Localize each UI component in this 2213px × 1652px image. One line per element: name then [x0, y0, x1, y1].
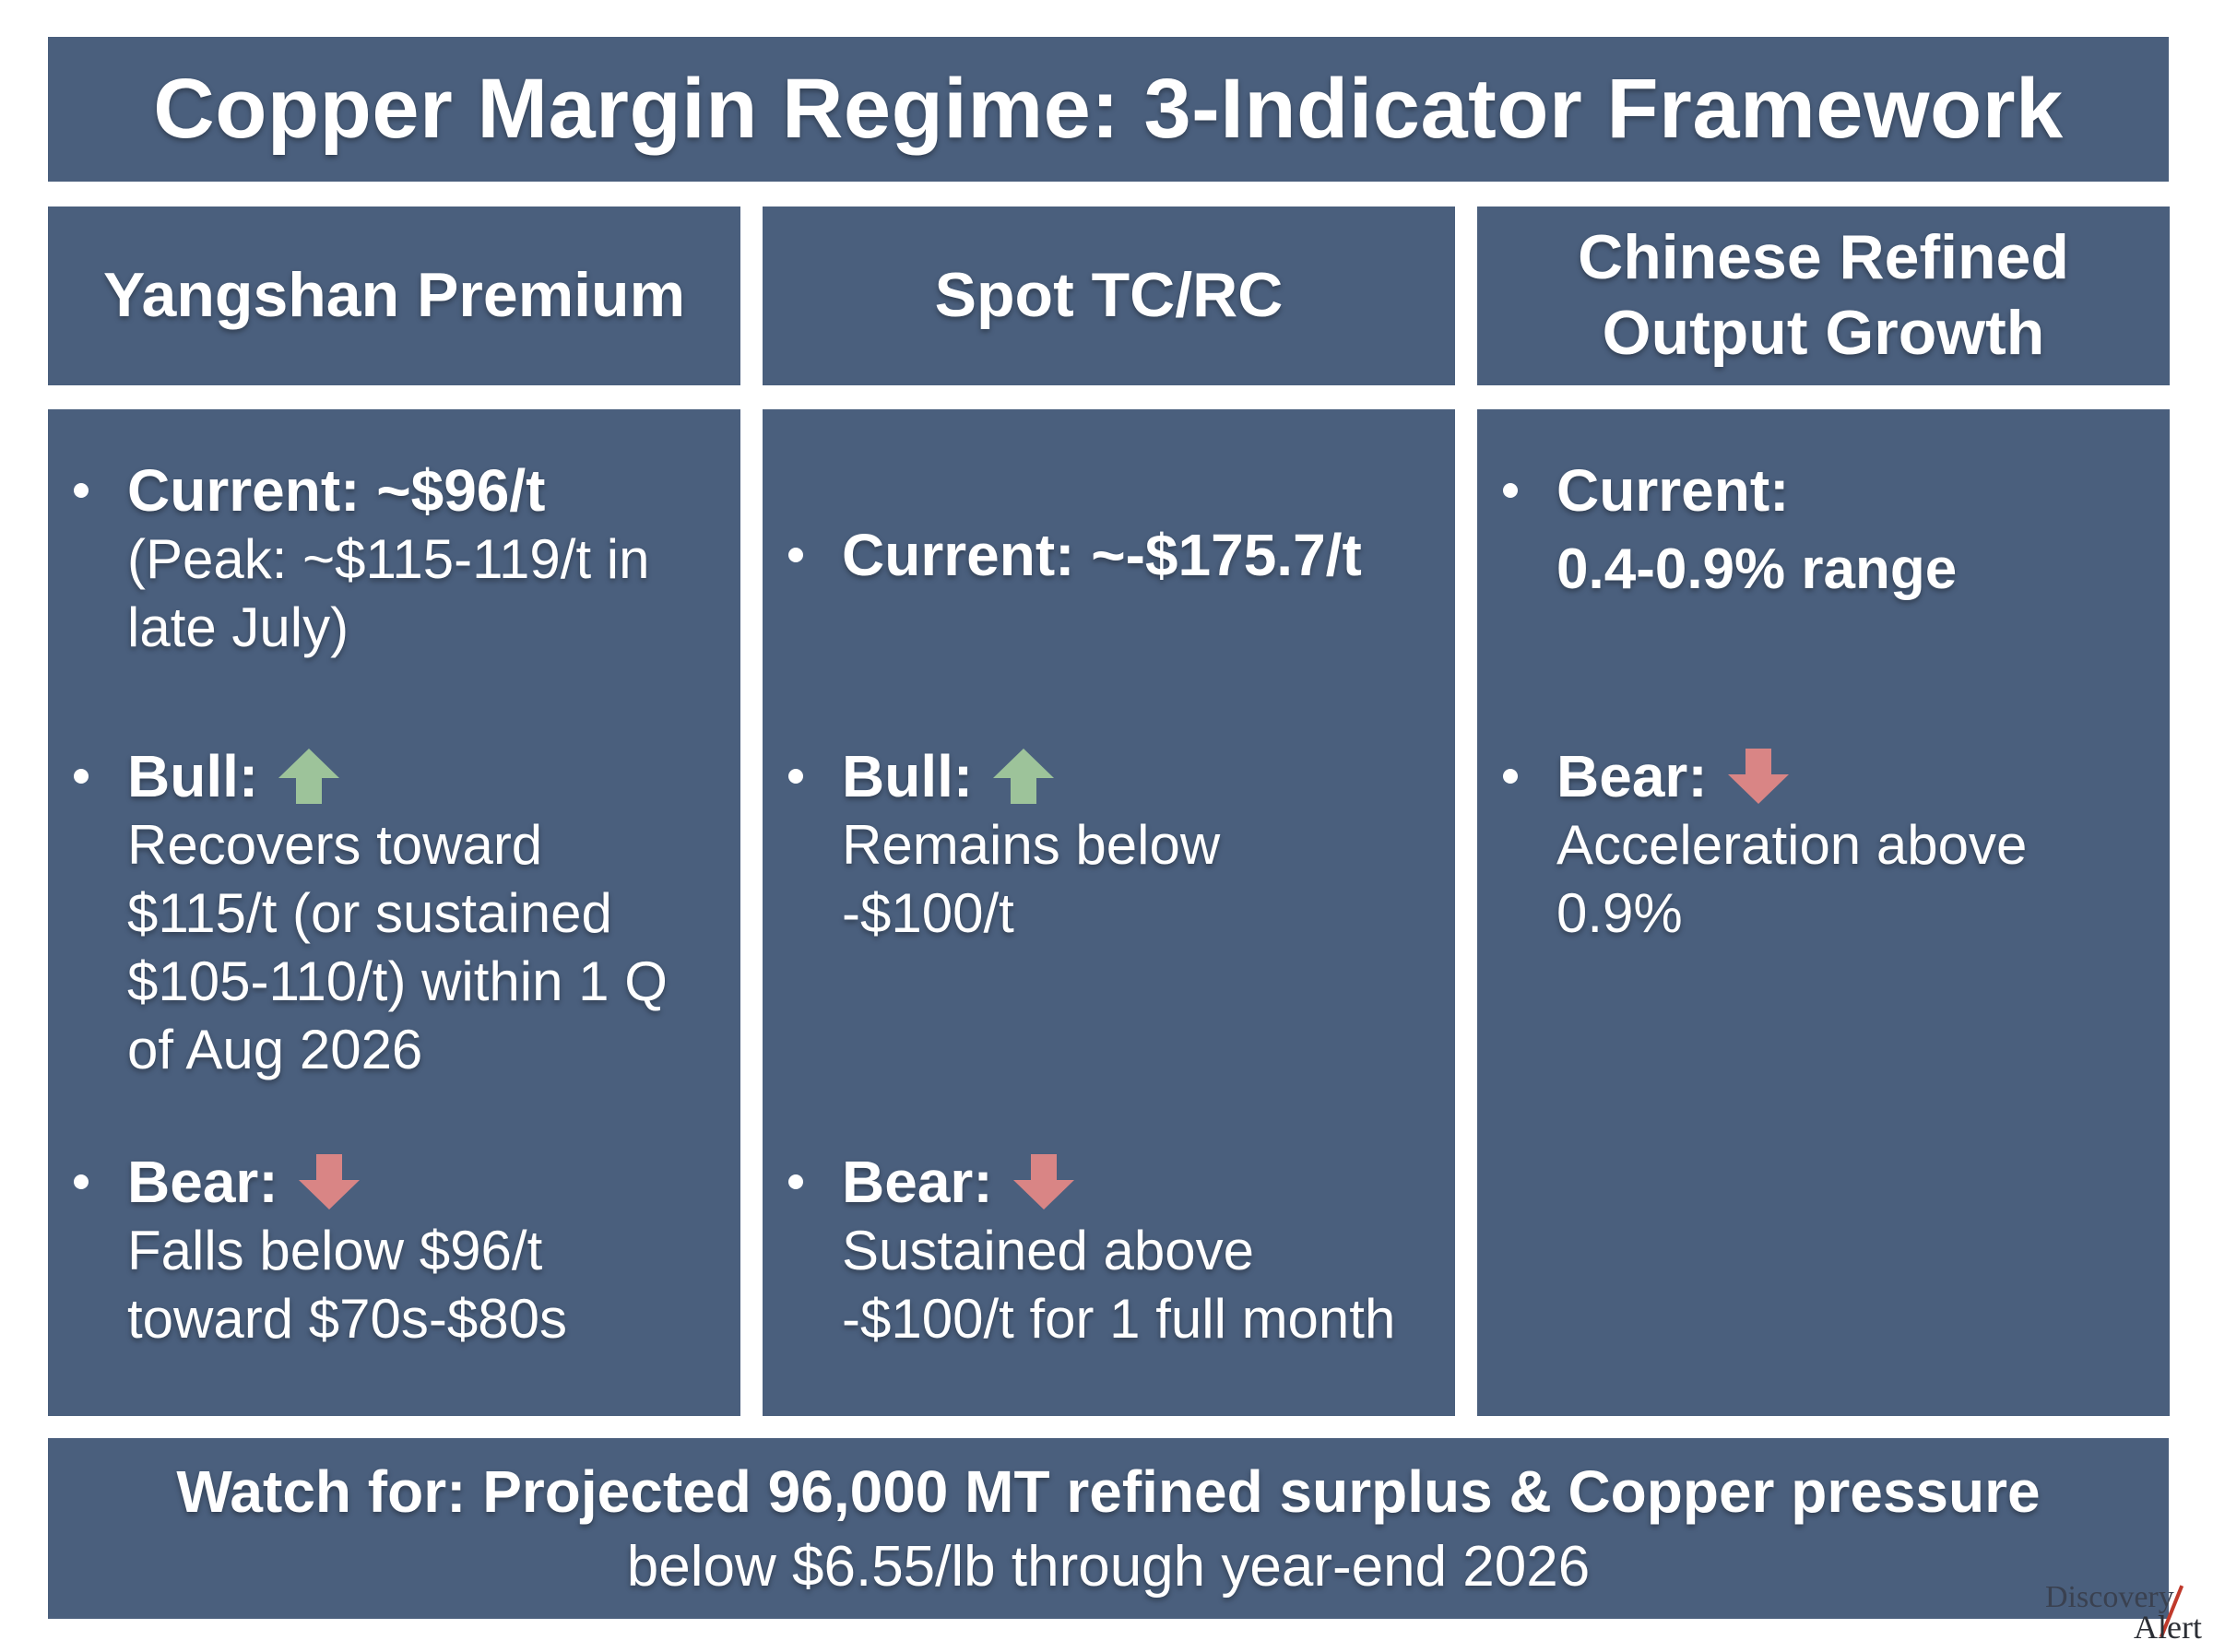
bullet-dot	[788, 1174, 803, 1189]
column-header: Spot TC/RC	[934, 260, 1284, 331]
bullet-text: Sustained above -$100/t for 1 full month	[842, 1220, 1396, 1350]
bullet-text: Acceleration above 0.9%	[1556, 814, 2028, 944]
bullet-text: Recovers toward $115/t (or sustained $10…	[127, 814, 668, 1080]
bullet-text: Remains below -$100/t	[842, 814, 1221, 944]
column-chinese-refined-output: Current: 0.4-0.9% range Bear: Accelerati…	[1477, 409, 2170, 1416]
bullet-label: Current:	[1556, 457, 1790, 524]
bullet-dot	[74, 483, 89, 498]
bullet-dot	[1503, 769, 1518, 784]
footer-line1: Watch for: Projected 96,000 MT refined s…	[176, 1458, 2041, 1525]
footer-banner: Watch for: Projected 96,000 MT refined s…	[48, 1438, 2169, 1619]
footer-line2: below $6.55/lb through year-end 2026	[626, 1535, 1591, 1599]
header-spot-tc-rc: Spot TC/RC	[763, 206, 1455, 385]
bullet-label: Current: ~$96/t	[127, 457, 546, 524]
bullet-dot	[788, 769, 803, 784]
up-arrow-icon	[991, 747, 1056, 806]
bullet-label: Bear:	[842, 1149, 993, 1215]
column-spot-tc-rc: Current: ~-$175.7/t Bull: Remains below …	[763, 409, 1455, 1416]
bullet-dot	[1503, 483, 1518, 498]
bullet-label: Current: ~-$175.7/t	[842, 522, 1362, 588]
column-header-line2: Output Growth	[1602, 298, 2045, 368]
title-banner: Copper Margin Regime: 3-Indicator Framew…	[48, 37, 2169, 182]
down-arrow-icon	[1726, 747, 1791, 806]
bullet-text: (Peak: ~$115-119/t in late July)	[127, 528, 650, 658]
logo-word1: Discovery	[2045, 1580, 2174, 1614]
column-header-line1: Chinese Refined	[1578, 222, 2069, 293]
bullet-label: Bear:	[1556, 743, 1708, 809]
down-arrow-icon	[297, 1152, 361, 1211]
down-arrow-icon	[1012, 1152, 1076, 1211]
bullet-label: Bear:	[127, 1149, 278, 1215]
bullet-label: Bull:	[127, 743, 259, 809]
logo-word2: Alert	[2134, 1609, 2202, 1646]
column-header: Yangshan Premium	[102, 260, 686, 331]
up-arrow-icon	[277, 747, 341, 806]
header-chinese-refined-output: Chinese Refined Output Growth	[1477, 206, 2170, 385]
page-title: Copper Margin Regime: 3-Indicator Framew…	[153, 62, 2064, 156]
bullet-label: Bull:	[842, 743, 974, 809]
bullet-dot	[74, 769, 89, 784]
column-yangshan-premium: Current: ~$96/t (Peak: ~$115-119/t in la…	[48, 409, 740, 1416]
discovery-alert-logo: Discovery Alert	[2045, 1580, 2202, 1646]
column-header: Chinese Refined Output Growth	[1578, 220, 2069, 371]
bullet-text: Falls below $96/t toward $70s-$80s	[127, 1220, 567, 1350]
header-yangshan-premium: Yangshan Premium	[48, 206, 740, 385]
bullet-value: 0.4-0.9% range	[1556, 537, 1958, 601]
bullet-dot	[74, 1174, 89, 1189]
bullet-dot	[788, 548, 803, 562]
